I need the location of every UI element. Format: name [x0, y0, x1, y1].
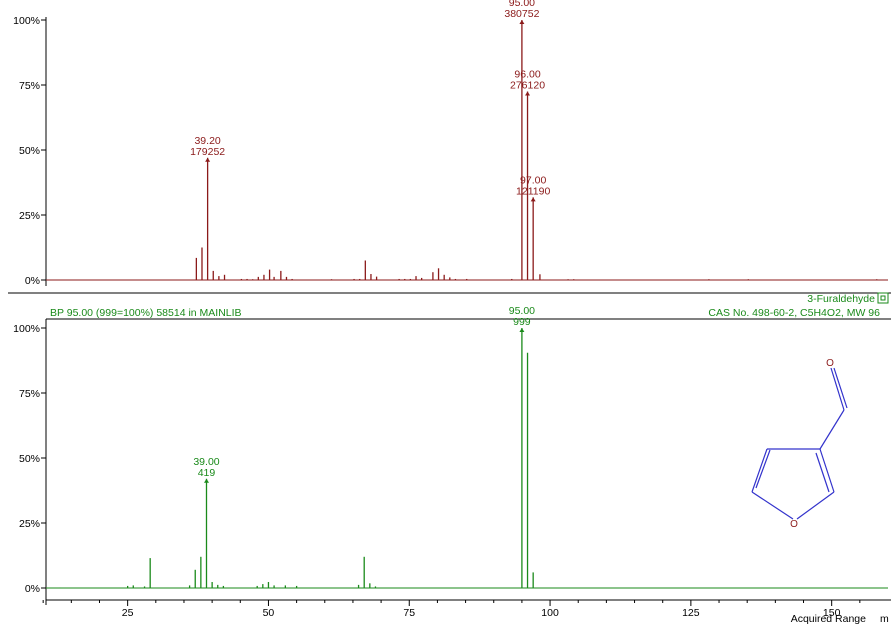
peak-marker-arrow — [530, 197, 536, 202]
y-tick-label: 25% — [19, 518, 40, 530]
peak-marker-arrow — [203, 478, 209, 483]
x-axis-unit: m — [880, 613, 889, 625]
ring-bond — [796, 491, 835, 520]
peak-abundance-label: 999 — [513, 316, 531, 328]
molecule-structure: O O — [751, 358, 848, 530]
library-base-peak-info: BP 95.00 (999=100%) 58514 in MAINLIB — [50, 307, 242, 319]
x-axis-label: Acquired Range — [791, 613, 866, 625]
peak-mz-label: 96.00 — [514, 69, 540, 81]
y-tick-label: 75% — [19, 388, 40, 400]
y-tick-label: 50% — [19, 453, 40, 465]
aldehyde-bond — [819, 409, 845, 450]
carbonyl-double-bond — [830, 367, 845, 411]
library-header: 3-Furaldehyde BP 95.00 (999=100%) 58514 … — [8, 292, 891, 320]
oxygen-atom-label: O — [790, 519, 798, 530]
peak-marker-arrow — [519, 328, 525, 332]
peak-marker-arrow — [519, 20, 525, 24]
x-axis: 25 50 75 100 125 150 Acquired Range m — [42, 599, 891, 625]
peak-mz-label: 95.00 — [509, 0, 535, 9]
ring-bond — [751, 448, 768, 493]
ring-double-bond — [755, 449, 771, 489]
oxygen-atom-label: O — [826, 358, 834, 369]
x-tick-label: 75 — [403, 607, 415, 619]
peak-abundance-label: 276120 — [510, 80, 545, 92]
library-peaks — [59, 328, 534, 588]
peak-abundance-label: 121190 — [516, 185, 550, 197]
peak-mz-label: 97.00 — [520, 174, 546, 186]
x-tick-label: 50 — [263, 607, 275, 619]
structure-toggle-icon[interactable] — [877, 292, 889, 304]
library-cas-info: CAS No. 498-60-2, C5H4O2, MW 96 — [708, 307, 880, 319]
ring-bond — [819, 448, 835, 493]
x-tick-label: 25 — [122, 607, 134, 619]
y-tick-label: 100% — [13, 15, 40, 27]
x-tick-label: 125 — [682, 607, 700, 619]
peak-abundance-label: 380752 — [504, 8, 539, 20]
sample-y-ticks: 100% 75% 50% 25% 0% — [13, 15, 46, 287]
library-compound-name: 3-Furaldehyde — [807, 293, 875, 305]
y-tick-label: 100% — [13, 323, 40, 335]
peak-mz-label: 39.20 — [194, 135, 220, 147]
y-tick-label: 0% — [25, 275, 40, 287]
ring-double-bond — [815, 452, 830, 493]
peak-mz-label: 39.00 — [193, 456, 219, 468]
x-tick-label: 100 — [541, 607, 559, 619]
x-axis-ticks: 25 50 75 100 125 150 — [42, 600, 861, 619]
y-tick-label: 0% — [25, 583, 40, 595]
peak-abundance-label: 179252 — [190, 146, 225, 158]
sample-peaks — [195, 20, 878, 280]
x-tick-label: 150 — [823, 607, 841, 619]
carbonyl-double-bond — [833, 367, 848, 409]
peak-marker-arrow — [525, 91, 531, 96]
y-tick-label: 50% — [19, 145, 40, 157]
y-tick-label: 25% — [19, 210, 40, 222]
peak-marker-arrow — [205, 157, 211, 162]
library-y-ticks: 100% 75% 50% 25% 0% — [13, 323, 46, 595]
peak-abundance-label: 419 — [198, 467, 216, 479]
peak-mz-label: 95.00 — [509, 305, 535, 317]
ring-bond — [751, 491, 794, 520]
y-tick-label: 75% — [19, 80, 40, 92]
